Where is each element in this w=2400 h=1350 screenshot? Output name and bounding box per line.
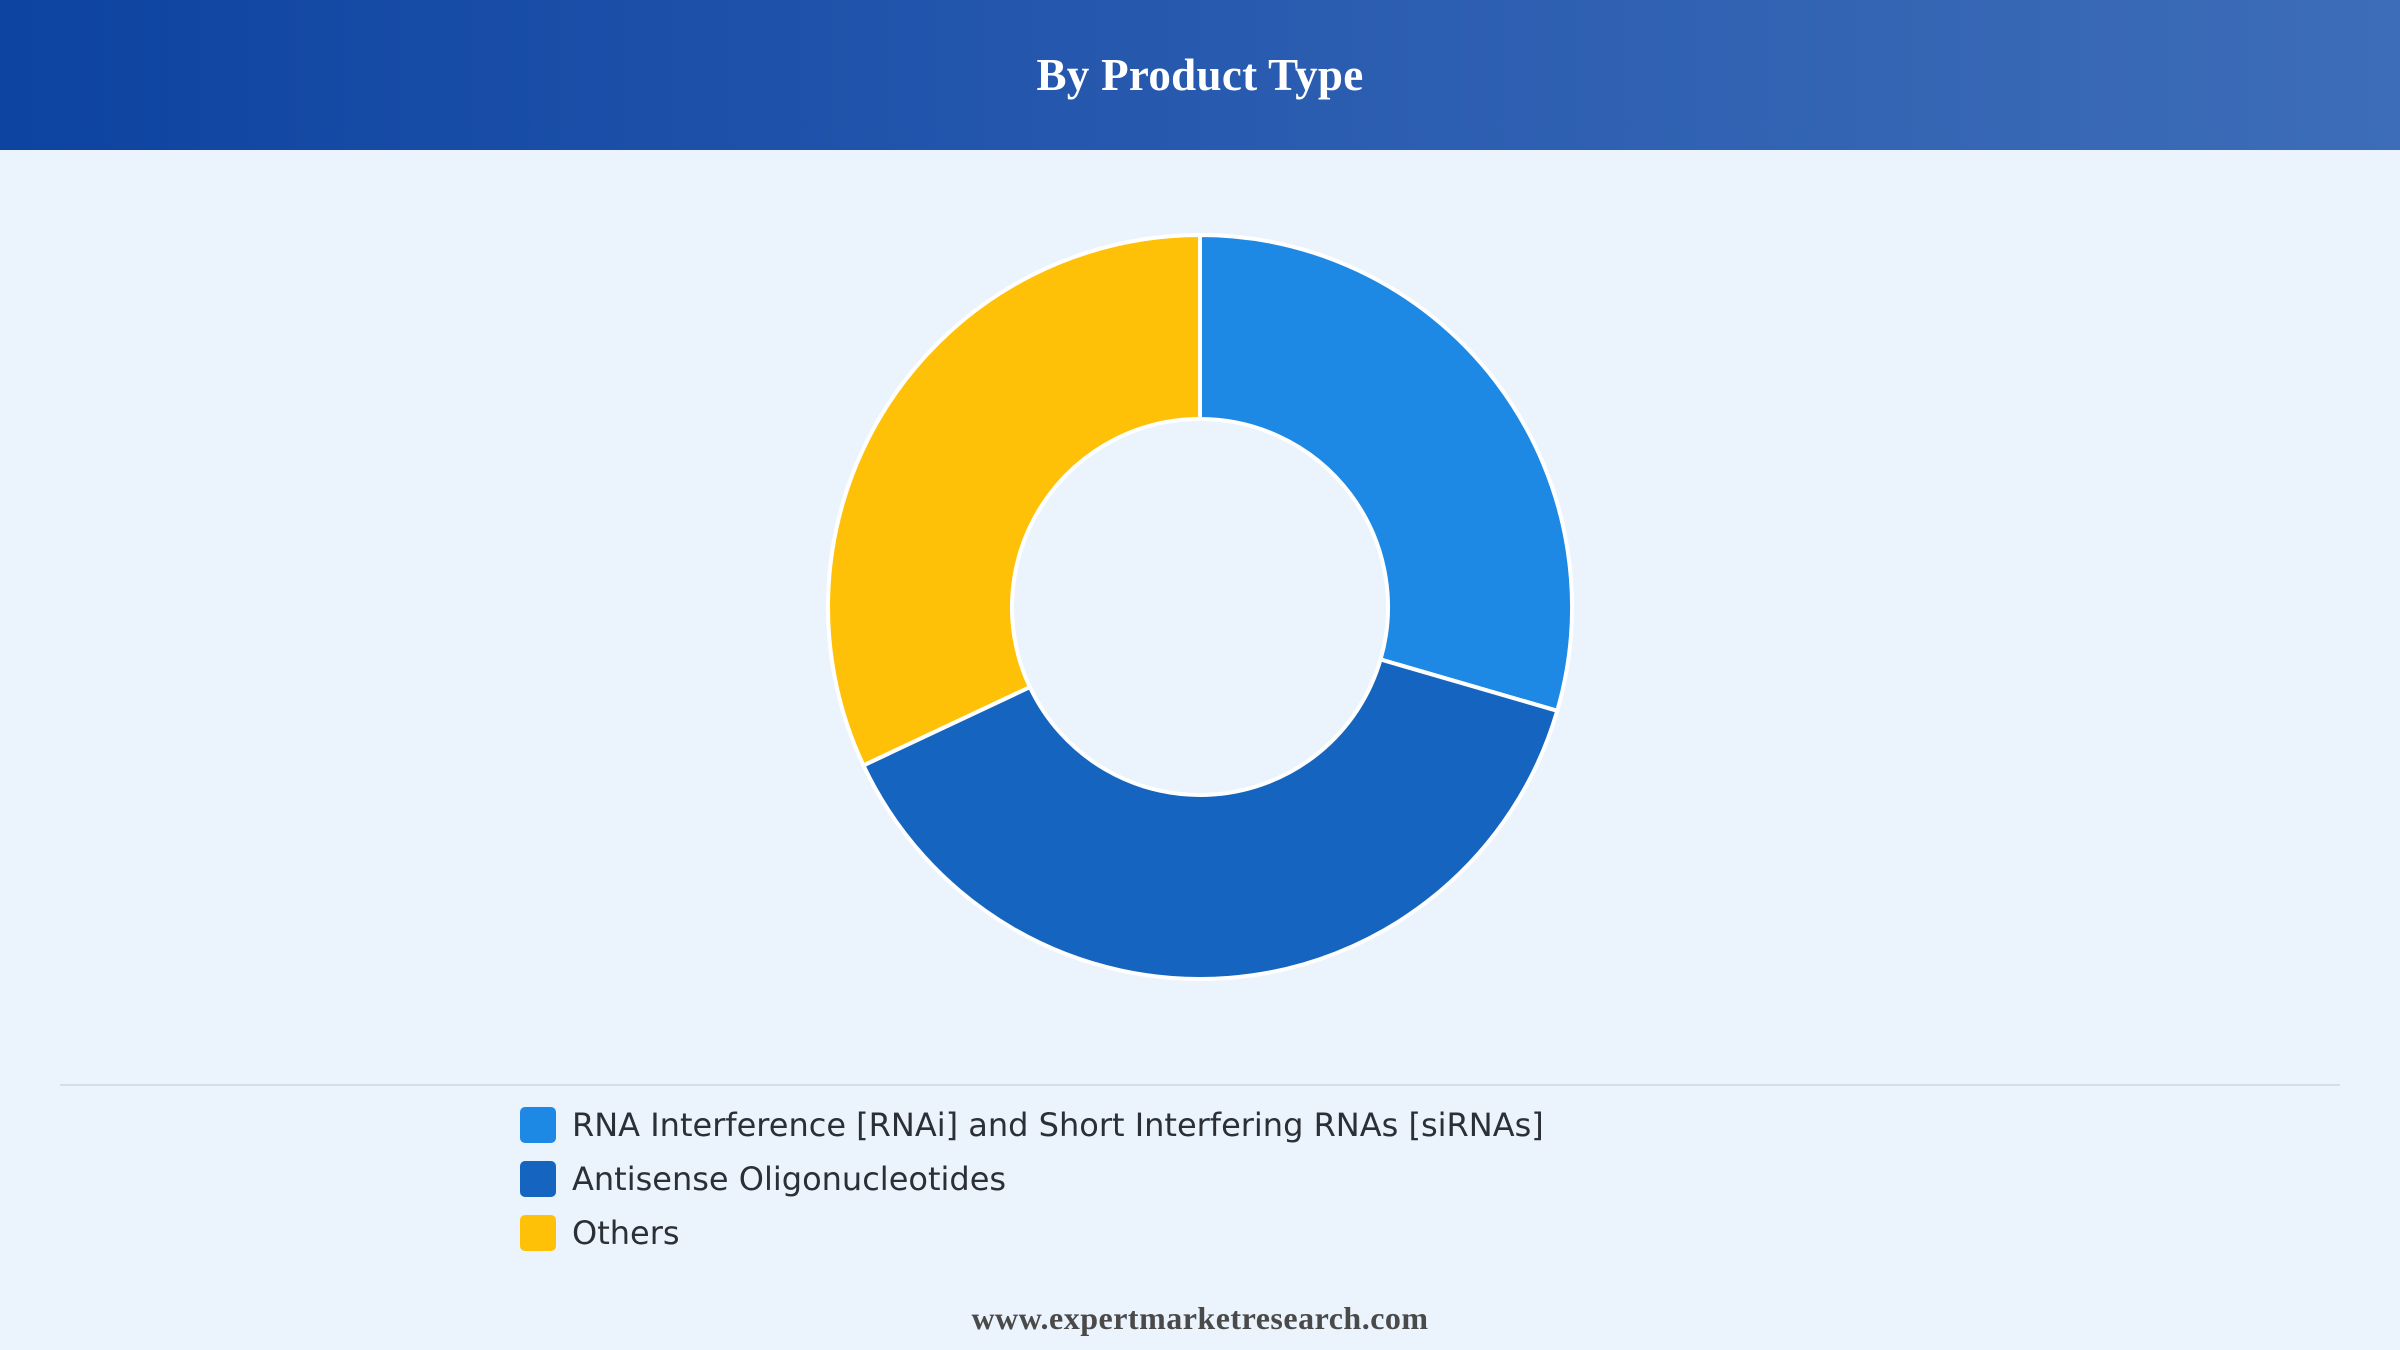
legend-item-rnai-sirna: RNA Interference [RNAi] and Short Interf… [520,1098,1544,1152]
chart-title: By Product Type [1036,50,1364,100]
legend-swatch-rnai-sirna [520,1107,556,1143]
source-url: www.expertmarketresearch.com [971,1300,1429,1336]
chart-legend: RNA Interference [RNAi] and Short Interf… [520,1098,1544,1260]
chart-header: By Product Type [0,0,2400,150]
legend-divider [60,1084,2340,1086]
legend-label-rnai-sirna: RNA Interference [RNAi] and Short Interf… [572,1106,1544,1144]
legend-label-antisense-oligonucleotides: Antisense Oligonucleotides [572,1160,1007,1198]
legend-item-others: Others [520,1206,1544,1260]
donut-chart [826,233,1574,981]
legend-swatch-antisense-oligonucleotides [520,1161,556,1197]
legend-swatch-others [520,1215,556,1251]
donut-slice-rnai-sirna [1198,233,1574,713]
legend-label-others: Others [572,1214,680,1252]
donut-slice-antisense-oligonucleotides [861,657,1560,981]
donut-slice-others [826,233,1202,768]
legend-item-antisense-oligonucleotides: Antisense Oligonucleotides [520,1152,1544,1206]
